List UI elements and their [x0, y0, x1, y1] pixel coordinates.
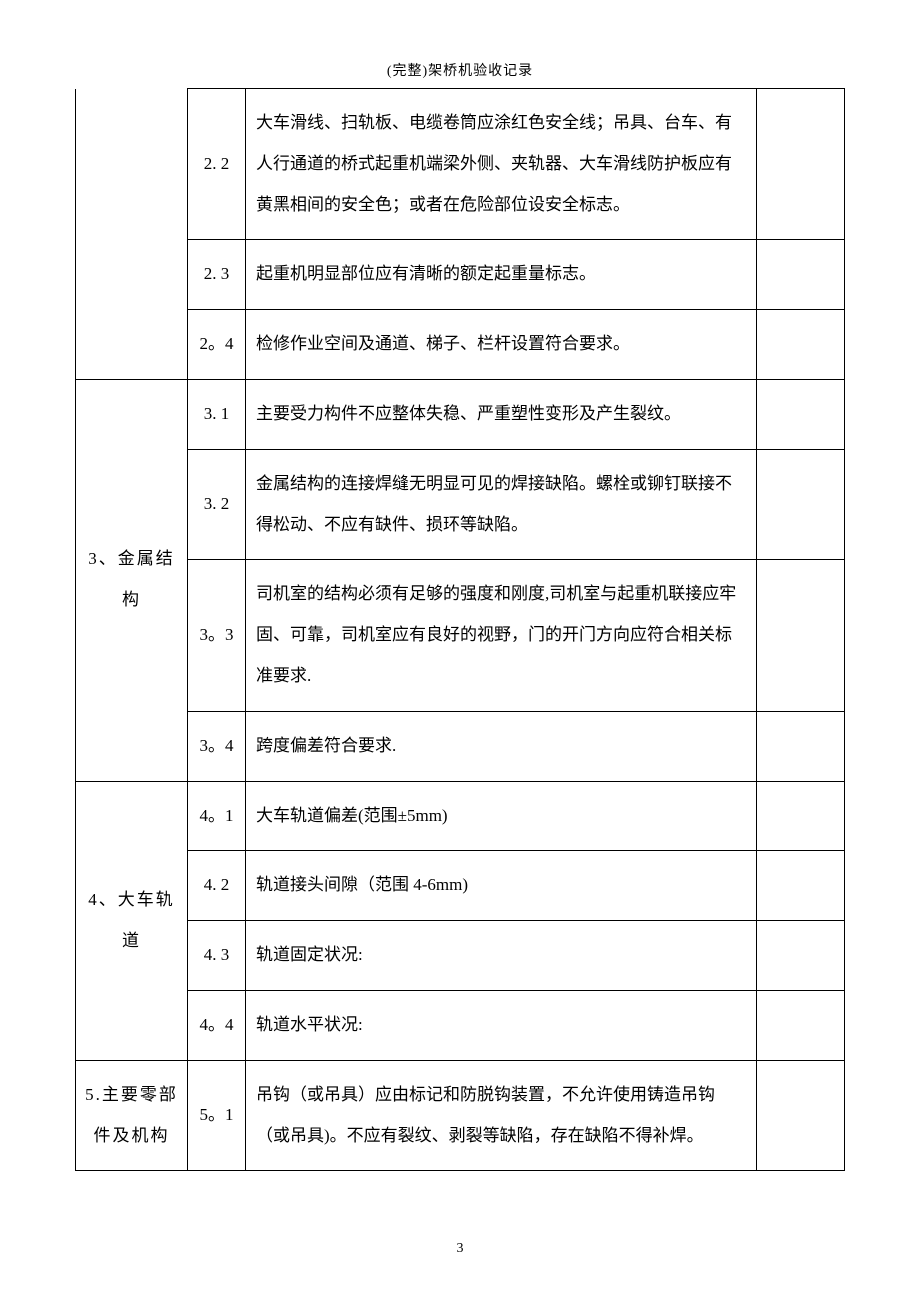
number-cell: 3. 2 — [188, 449, 246, 560]
number-cell: 4. 3 — [188, 921, 246, 991]
number-cell: 3. 1 — [188, 379, 246, 449]
number-cell: 2. 2 — [188, 89, 246, 240]
table-row: 2。4检修作业空间及通道、梯子、栏杆设置符合要求。 — [76, 310, 845, 380]
content-cell: 轨道固定状况: — [246, 921, 757, 991]
number-cell: 2。4 — [188, 310, 246, 380]
content-cell: 主要受力构件不应整体失稳、严重塑性变形及产生裂纹。 — [246, 379, 757, 449]
number-cell: 4。1 — [188, 781, 246, 851]
number-cell: 3。4 — [188, 711, 246, 781]
category-cell: 3、金属结构 — [76, 379, 188, 781]
content-cell: 轨道水平状况: — [246, 990, 757, 1060]
content-cell: 大车滑线、扫轨板、电缆卷筒应涂红色安全线；吊具、台车、有人行通道的桥式起重机端梁… — [246, 89, 757, 240]
content-cell: 检修作业空间及通道、梯子、栏杆设置符合要求。 — [246, 310, 757, 380]
remark-cell — [757, 240, 845, 310]
remark-cell — [757, 711, 845, 781]
content-cell: 大车轨道偏差(范围±5mm) — [246, 781, 757, 851]
table-row: 5.主要零部件及机构5。1吊钩（或吊具）应由标记和防脱钩装置，不允许使用铸造吊钩… — [76, 1060, 845, 1171]
page-header: (完整)架桥机验收记录 — [75, 60, 845, 80]
category-cell: 4、大车轨道 — [76, 781, 188, 1060]
table-row: 2. 2大车滑线、扫轨板、电缆卷筒应涂红色安全线；吊具、台车、有人行通道的桥式起… — [76, 89, 845, 240]
number-cell: 4。4 — [188, 990, 246, 1060]
remark-cell — [757, 921, 845, 991]
remark-cell — [757, 379, 845, 449]
content-cell: 司机室的结构必须有足够的强度和刚度,司机室与起重机联接应牢固、可靠，司机室应有良… — [246, 560, 757, 711]
number-cell: 3。3 — [188, 560, 246, 711]
inspection-table: 2. 2大车滑线、扫轨板、电缆卷筒应涂红色安全线；吊具、台车、有人行通道的桥式起… — [75, 88, 845, 1171]
category-cell: 5.主要零部件及机构 — [76, 1060, 188, 1171]
remark-cell — [757, 560, 845, 711]
remark-cell — [757, 89, 845, 240]
number-cell: 2. 3 — [188, 240, 246, 310]
category-cell — [76, 89, 188, 380]
content-cell: 起重机明显部位应有清晰的额定起重量标志。 — [246, 240, 757, 310]
table-row: 4. 2轨道接头间隙（范围 4-6mm) — [76, 851, 845, 921]
content-cell: 轨道接头间隙（范围 4-6mm) — [246, 851, 757, 921]
table-row: 2. 3起重机明显部位应有清晰的额定起重量标志。 — [76, 240, 845, 310]
number-cell: 4. 2 — [188, 851, 246, 921]
remark-cell — [757, 310, 845, 380]
table-row: 3、金属结构3. 1主要受力构件不应整体失稳、严重塑性变形及产生裂纹。 — [76, 379, 845, 449]
table-row: 3. 2金属结构的连接焊缝无明显可见的焊接缺陷。螺栓或铆钉联接不得松动、不应有缺… — [76, 449, 845, 560]
number-cell: 5。1 — [188, 1060, 246, 1171]
table-row: 4. 3轨道固定状况: — [76, 921, 845, 991]
content-cell: 金属结构的连接焊缝无明显可见的焊接缺陷。螺栓或铆钉联接不得松动、不应有缺件、损环… — [246, 449, 757, 560]
table-row: 4。4轨道水平状况: — [76, 990, 845, 1060]
content-cell: 跨度偏差符合要求. — [246, 711, 757, 781]
page-number: 3 — [0, 1241, 920, 1257]
content-cell: 吊钩（或吊具）应由标记和防脱钩装置，不允许使用铸造吊钩（或吊具)。不应有裂纹、剥… — [246, 1060, 757, 1171]
remark-cell — [757, 990, 845, 1060]
remark-cell — [757, 1060, 845, 1171]
table-row: 3。3司机室的结构必须有足够的强度和刚度,司机室与起重机联接应牢固、可靠，司机室… — [76, 560, 845, 711]
table-row: 3。4跨度偏差符合要求. — [76, 711, 845, 781]
remark-cell — [757, 449, 845, 560]
table-row: 4、大车轨道4。1大车轨道偏差(范围±5mm) — [76, 781, 845, 851]
remark-cell — [757, 851, 845, 921]
remark-cell — [757, 781, 845, 851]
